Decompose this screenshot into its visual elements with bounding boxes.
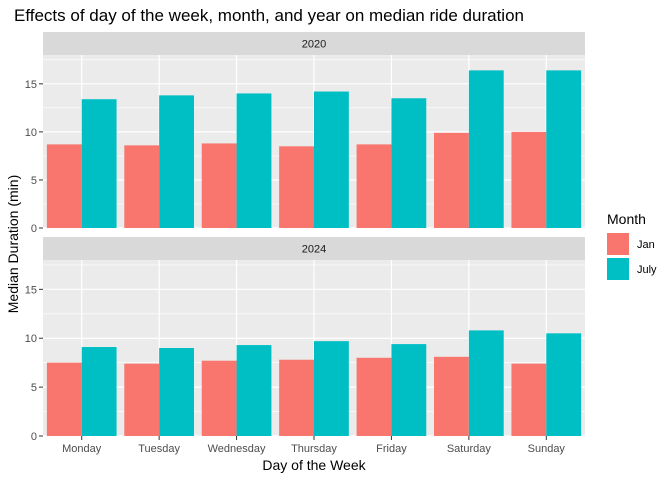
facet-strip [43,237,585,260]
bar-2024-jan-sunday [511,363,547,436]
x-tick-label: Sunday [528,443,566,455]
x-tick-label: Monday [62,443,102,455]
facet-panels: 2020 0 5 10 15 2024 0 5 10 15 [25,32,585,443]
bar-2020-jan-sunday [511,131,547,228]
y-tick-label: 5 [31,175,37,187]
y-tick-label: 5 [31,382,37,394]
bar-2024-july-sunday [546,333,582,436]
x-tick-label: Friday [376,443,407,455]
bar-2024-july-monday [81,347,117,436]
bar-2020-july-saturday [468,70,504,228]
bar-2024-jan-tuesday [124,363,160,436]
bar-2024-july-tuesday [159,348,194,436]
bar-2020-jan-thursday [279,146,314,228]
bar-2020-jan-tuesday [124,145,160,228]
legend-title: Month [607,211,646,227]
legend-key-jan [607,233,629,255]
facet-panel-2024: 2024 0 5 10 15 [25,237,585,443]
facet-panel-2020: 2020 0 5 10 15 [25,32,585,235]
legend-label-july: July [637,264,657,276]
facet-strip [43,32,585,55]
x-tick-label: Saturday [447,443,492,455]
bar-2020-july-thursday [314,91,349,229]
bar-2024-july-friday [391,344,427,436]
bar-2024-july-saturday [468,330,504,436]
bar-2020-july-wednesday [236,93,272,228]
facet-strip-label: 2020 [302,39,326,51]
bar-2020-july-monday [81,99,117,228]
bar-2020-july-sunday [546,70,582,228]
legend-key-july [607,258,629,280]
bar-2020-jan-saturday [434,132,469,228]
bar-2020-jan-wednesday [201,143,237,228]
legend: Month Jan July [607,211,657,280]
x-tick-label: Tuesday [138,443,180,455]
bar-2024-jan-thursday [279,359,314,436]
bar-2024-july-wednesday [236,345,272,436]
bar-2024-july-thursday [314,341,349,436]
y-tick-label: 0 [31,431,37,443]
facet-strip-label: 2024 [302,244,326,256]
legend-label-jan: Jan [637,239,655,251]
x-axis-title: Day of the Week [262,457,366,473]
x-tick-label: Wednesday [208,443,266,455]
y-tick-label: 15 [25,79,37,91]
bar-2024-jan-friday [356,357,392,436]
bar-2020-july-friday [391,98,427,228]
bar-2024-jan-saturday [434,356,469,436]
bar-2020-july-tuesday [159,95,194,228]
x-tick-label: Thursday [291,443,337,455]
bar-2020-jan-friday [356,144,392,228]
y-axis-title: Median Duration (min) [5,175,21,314]
x-axis: Monday Tuesday Wednesday Thursday Friday Satu… [62,436,565,455]
bar-2024-jan-wednesday [201,360,237,436]
y-tick-label: 0 [31,223,37,235]
y-tick-label: 10 [25,333,37,345]
bar-2020-jan-monday [46,144,82,228]
bar-2024-jan-monday [46,362,82,436]
chart-title: Effects of day of the week, month, and y… [14,6,524,25]
y-tick-label: 10 [25,127,37,139]
y-tick-label: 15 [25,284,37,296]
